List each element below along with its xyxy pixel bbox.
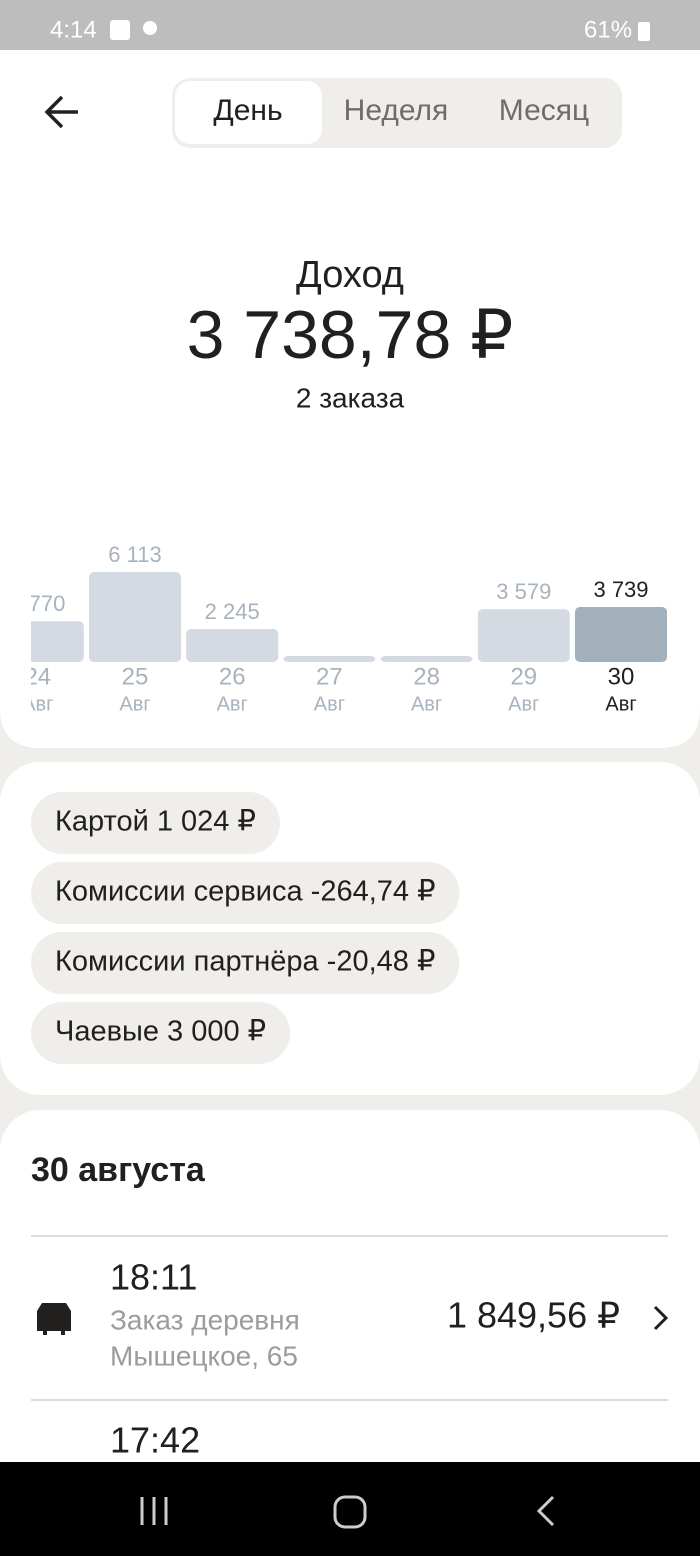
order-row[interactable]: 18:11 Заказ деревня Мышецкое, 65 1 849,5… <box>37 1257 669 1372</box>
chip <box>31 792 280 854</box>
x-label: 28 <box>413 663 440 690</box>
value-label: 6 113 <box>108 542 161 567</box>
x-label: 30 <box>608 663 635 690</box>
x-label: 25 <box>122 663 149 690</box>
battery-icon <box>638 22 650 41</box>
bar <box>477 609 570 662</box>
x-sublabel: Авг <box>508 693 539 715</box>
bulb-icon <box>143 21 157 35</box>
summary-title: Доход <box>296 254 404 296</box>
x-label: 24 <box>24 663 51 690</box>
chip-text: Картой 1 024 ₽ <box>55 806 256 838</box>
order-address: Мышецкое, 65 <box>110 1340 298 1371</box>
summary-amount: 3 738,78 ₽ <box>187 297 514 373</box>
chip <box>31 1002 291 1064</box>
x-sublabel: Авг <box>314 693 345 715</box>
x-label: 29 <box>510 663 537 690</box>
chip-text: Чаевые 3 000 ₽ <box>55 1016 266 1048</box>
chip-text: Комиссии партнёра -20,48 ₽ <box>55 946 435 978</box>
bar <box>283 656 376 662</box>
order-amount: 1 849,56 ₽ <box>447 1295 620 1336</box>
x-sublabel: Авг <box>217 693 248 715</box>
bar <box>575 606 667 662</box>
orders-date: 30 августа <box>31 1151 206 1189</box>
chip <box>31 862 460 924</box>
bar <box>89 572 181 662</box>
x-sublabel: Авг <box>119 693 150 715</box>
tab[interactable]: Месяц <box>499 94 589 127</box>
chip-text: Комиссии сервиса -264,74 ₽ <box>55 876 436 908</box>
tab-selected <box>175 81 322 144</box>
value-label: 3 579 <box>496 579 551 604</box>
value-label: 3 739 <box>593 577 648 602</box>
orders-card <box>0 1110 700 1530</box>
bar <box>186 628 279 662</box>
bar <box>380 656 473 662</box>
summary-orders: 2 заказа <box>296 382 405 413</box>
x-sublabel: Авг <box>22 693 53 715</box>
gallery-icon <box>110 20 130 40</box>
battery-text: 61% <box>584 16 632 43</box>
nav-home[interactable] <box>333 1495 367 1529</box>
chip <box>31 932 460 994</box>
value-label: 2 770 <box>10 591 65 616</box>
breakdown: Картой 1 024 ₽ Комиссии сервиса -264,74 ₽… <box>31 792 460 1064</box>
tab[interactable]: Неделя <box>344 94 449 127</box>
x-label: 26 <box>219 663 246 690</box>
x-label: 27 <box>316 663 343 690</box>
nav-bar <box>0 1462 700 1556</box>
x-sublabel: Авг <box>411 693 442 715</box>
status-time: 4:14 <box>50 16 97 43</box>
order-time: 18:11 <box>110 1257 197 1298</box>
bar <box>31 621 84 662</box>
order-description: Заказ деревня <box>110 1304 300 1335</box>
value-label: 2 245 <box>205 599 260 624</box>
back-button[interactable] <box>44 95 78 129</box>
nav-recent[interactable] <box>140 1497 168 1525</box>
x-sublabel: Авг <box>605 693 636 715</box>
nav-back[interactable] <box>536 1495 555 1527</box>
chevron <box>653 1305 669 1331</box>
tab[interactable]: День <box>213 94 282 127</box>
chart: 2 770 24 Авг 6 113 25 Авг 2 245 26 Авг 27 Авг 28 Авг… <box>10 542 667 715</box>
order-time[interactable]: 17:42 <box>110 1420 200 1461</box>
taxi-icon <box>37 1303 71 1335</box>
